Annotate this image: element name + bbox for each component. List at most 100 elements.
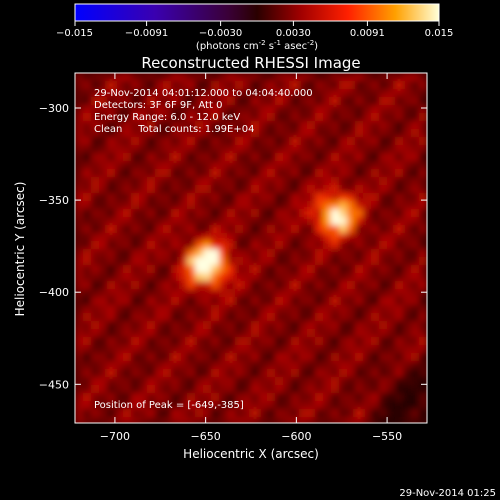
heatmap-cell [355, 313, 363, 321]
heatmap-cell [219, 401, 227, 409]
heatmap-cell [179, 113, 187, 121]
heatmap-cell [115, 385, 123, 393]
heatmap-cell [299, 145, 307, 153]
heatmap-cell [339, 137, 347, 145]
heatmap-cell [371, 369, 379, 377]
heatmap-cell [299, 369, 307, 377]
heatmap-cell [307, 249, 315, 257]
heatmap-cell [227, 393, 235, 401]
heatmap-cell [139, 105, 147, 113]
heatmap-cell [267, 105, 275, 113]
heatmap-cell [275, 129, 283, 137]
heatmap-cell [83, 113, 91, 121]
heatmap-cell [227, 153, 235, 161]
heatmap-cell [307, 417, 315, 423]
heatmap-cell [347, 217, 355, 225]
heatmap-cell [355, 129, 363, 137]
heatmap-cell [179, 89, 187, 97]
heatmap-cell [227, 113, 235, 121]
heatmap-cell [419, 233, 427, 241]
heatmap-cell [123, 129, 131, 137]
heatmap-cell [387, 385, 395, 393]
heatmap-cell [179, 105, 187, 113]
heatmap-cell [195, 177, 203, 185]
heatmap-cell [259, 273, 267, 281]
heatmap-cell [395, 177, 403, 185]
heatmap-cell [75, 97, 83, 105]
heatmap-cell [363, 393, 371, 401]
heatmap-cell [83, 209, 91, 217]
heatmap-cell [267, 377, 275, 385]
heatmap-cell [115, 377, 123, 385]
heatmap-cell [403, 329, 411, 337]
heatmap-cell [203, 257, 211, 265]
heatmap-cell [195, 281, 203, 289]
heatmap-cell [315, 161, 323, 169]
heatmap-cell [235, 209, 243, 217]
heatmap-cell [155, 129, 163, 137]
heatmap-cell [219, 289, 227, 297]
heatmap-cell [275, 73, 283, 81]
heatmap-cell [323, 137, 331, 145]
heatmap-cell [395, 345, 403, 353]
heatmap-cell [211, 321, 219, 329]
heatmap-cell [155, 409, 163, 417]
heatmap-cell [267, 145, 275, 153]
heatmap-cell [331, 137, 339, 145]
heatmap-cell [139, 217, 147, 225]
heatmap-cell [195, 305, 203, 313]
heatmap-cell [107, 241, 115, 249]
heatmap-cell [267, 89, 275, 97]
heatmap-cell [91, 273, 99, 281]
heatmap-cell [283, 265, 291, 273]
heatmap-cell [115, 337, 123, 345]
heatmap-cell [419, 385, 427, 393]
heatmap-cell [411, 209, 419, 217]
heatmap-cell [99, 209, 107, 217]
heatmap-cell [291, 153, 299, 161]
heatmap-cell [139, 161, 147, 169]
heatmap-cell [107, 329, 115, 337]
heatmap-cell [243, 105, 251, 113]
heatmap-cell [363, 337, 371, 345]
heatmap-cell [171, 185, 179, 193]
heatmap-cell [75, 401, 83, 409]
heatmap-cell [355, 337, 363, 345]
heatmap-cell [115, 321, 123, 329]
heatmap-cell [315, 329, 323, 337]
heatmap-cell [115, 113, 123, 121]
heatmap-cell [307, 169, 315, 177]
heatmap-cell [107, 281, 115, 289]
heatmap-cell [203, 265, 211, 273]
heatmap-cell [227, 305, 235, 313]
heatmap-cell [275, 377, 283, 385]
heatmap-cell [347, 201, 355, 209]
heatmap-cell [147, 289, 155, 297]
heatmap-cell [227, 289, 235, 297]
heatmap-cell [307, 361, 315, 369]
heatmap-cell [163, 105, 171, 113]
heatmap-cell [283, 401, 291, 409]
heatmap-cell [187, 217, 195, 225]
heatmap-cell [179, 265, 187, 273]
heatmap-cell [227, 369, 235, 377]
heatmap-cell [75, 145, 83, 153]
heatmap-cell [123, 353, 131, 361]
heatmap-cell [203, 321, 211, 329]
heatmap-cell [339, 97, 347, 105]
heatmap-cell [371, 297, 379, 305]
heatmap-cell [163, 145, 171, 153]
heatmap-cell [91, 177, 99, 185]
heatmap-cell [179, 137, 187, 145]
heatmap-cell [147, 281, 155, 289]
heatmap-cell [275, 177, 283, 185]
heatmap-cell [331, 233, 339, 241]
heatmap-cell [251, 97, 259, 105]
heatmap-cell [211, 369, 219, 377]
heatmap-cell [371, 281, 379, 289]
heatmap-cell [187, 137, 195, 145]
chart-title: Reconstructed RHESSI Image [141, 54, 360, 72]
heatmap-cell [283, 217, 291, 225]
heatmap-cell [379, 97, 387, 105]
heatmap-cell [339, 177, 347, 185]
